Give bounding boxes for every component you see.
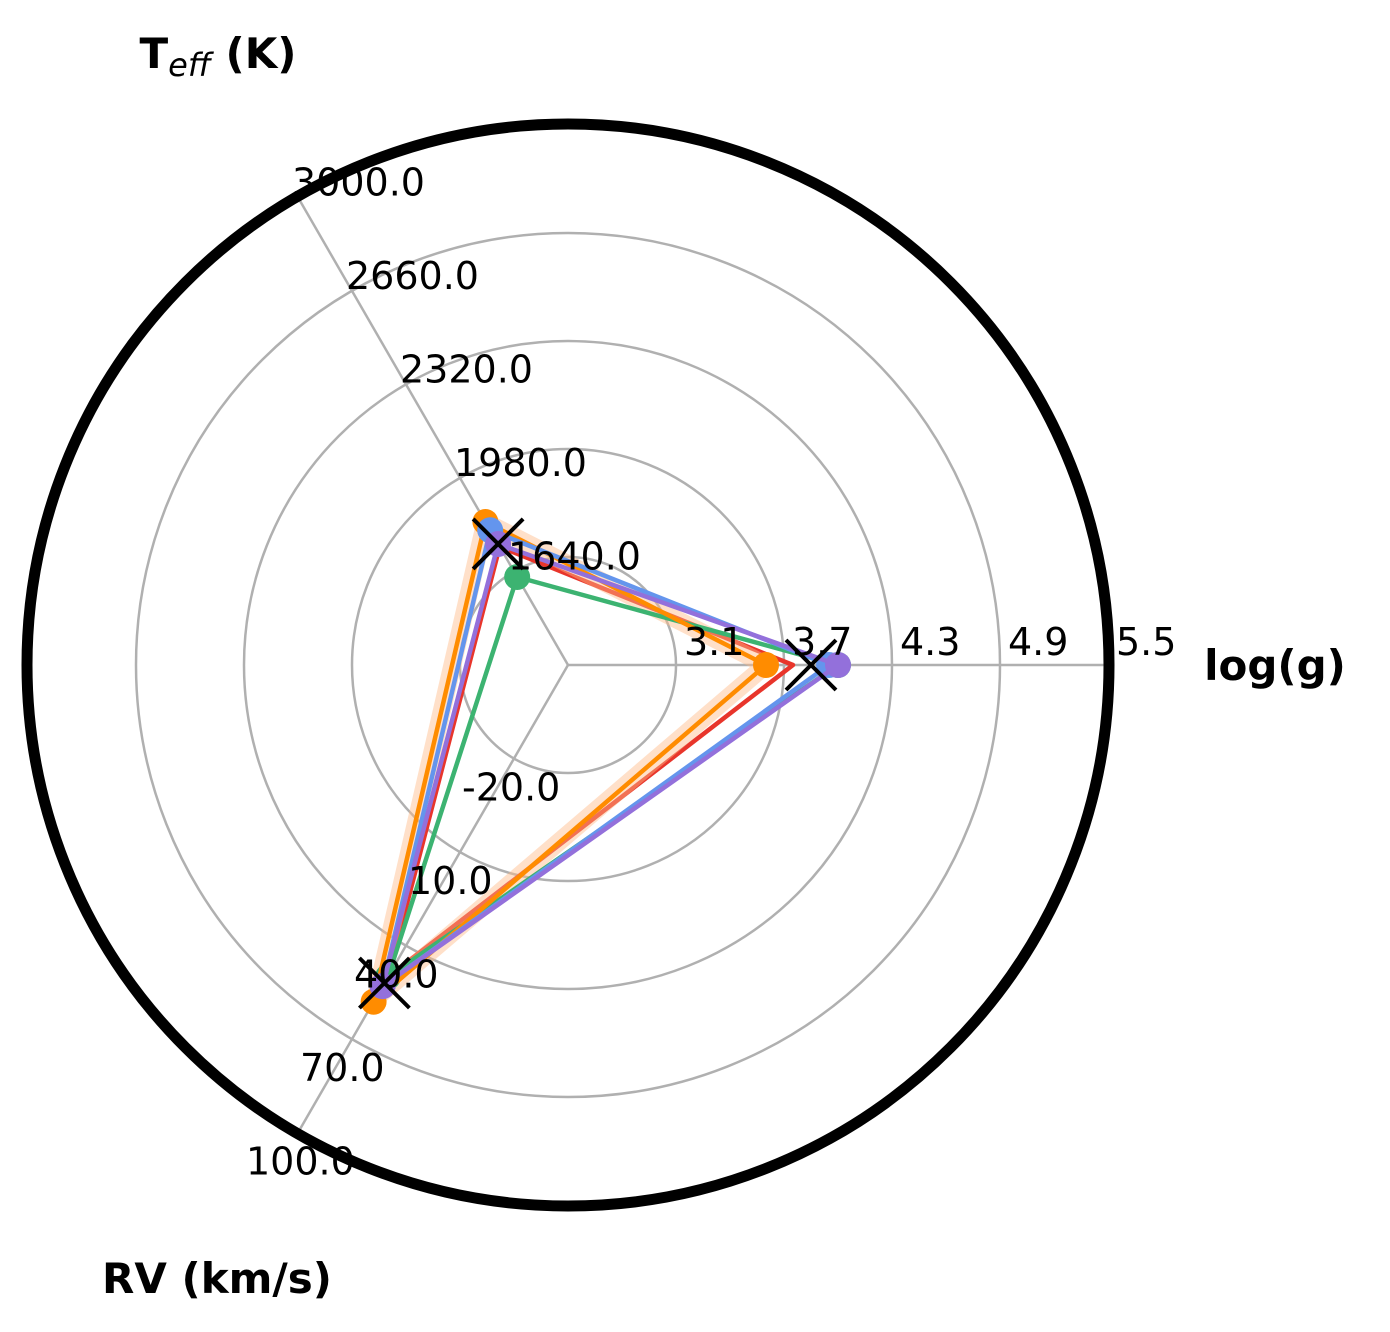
- outer-frame: [21, 118, 1115, 1212]
- tick-label-logg-5: 5.5: [1116, 620, 1176, 664]
- tick-label-teff-4: 2660.0: [346, 254, 479, 298]
- reference-markers: [357, 517, 838, 1010]
- tick-label-teff-2: 1980.0: [454, 441, 587, 485]
- series-2-point-teff: [504, 563, 531, 590]
- tick-label-logg-2: 3.7: [792, 620, 852, 664]
- series-5-point-logg: [825, 652, 851, 678]
- series-5-line: [380, 541, 841, 989]
- grid: [26, 123, 1110, 1207]
- reference-x-marker-teff: [471, 517, 525, 571]
- tick-label-teff-5: 3000.0: [292, 160, 425, 204]
- tick-label-logg-4: 4.9: [1008, 620, 1068, 664]
- reference-x-marker-logg: [784, 638, 838, 692]
- tick-label-teff-1: 1640.0: [508, 534, 641, 578]
- series: [360, 508, 851, 1015]
- tick-label-logg-3: 4.3: [900, 620, 960, 664]
- tick-label-rv-4: 70.0: [300, 1046, 385, 1090]
- tick-label-teff-3: 2320.0: [400, 347, 533, 391]
- axis-title-teff: Teff (K): [140, 29, 297, 84]
- tick-label-logg-1: 3.1: [684, 620, 744, 664]
- series-0-line: [385, 544, 796, 980]
- tick-label-rv-1: -20.0: [462, 766, 560, 810]
- tick-label-rv-5: 100.0: [246, 1140, 355, 1184]
- tick-labels: 1640.0 1980.0 2320.0 2660.0 3000.0 3.1 3.7 4.3 4…: [246, 160, 1176, 1183]
- axis-title-logg: log(g): [1204, 641, 1346, 690]
- series-3-point-logg: [753, 652, 779, 678]
- tick-label-rv-2: 10.0: [408, 859, 493, 903]
- axis-title-rv: RV (km/s): [102, 1254, 332, 1303]
- tick-label-rv-3: 40.0: [354, 953, 439, 997]
- axis-line-rv: [296, 664, 570, 1134]
- reference-x-marker-rv: [357, 956, 411, 1010]
- series-4-line: [380, 527, 832, 989]
- series-3-line: [371, 519, 769, 1004]
